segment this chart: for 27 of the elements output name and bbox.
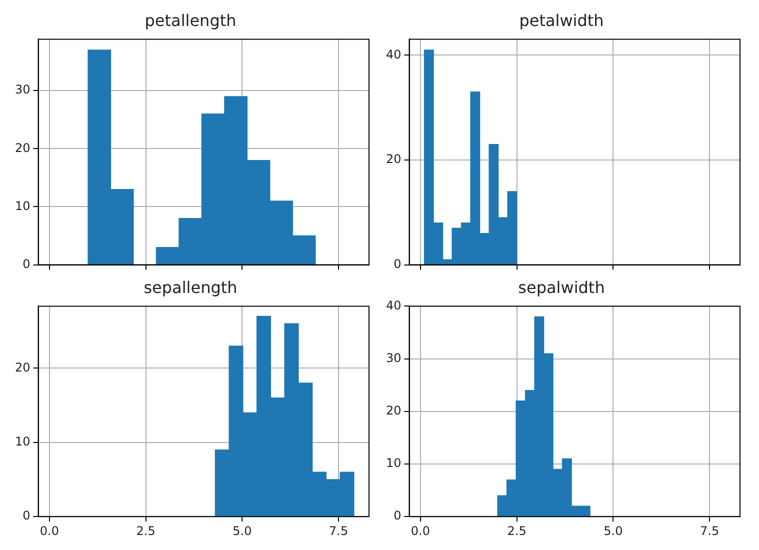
x-tick-label: 7.5 xyxy=(700,524,720,538)
y-tick-label: 30 xyxy=(386,350,402,365)
chart-title: sepalwidth xyxy=(518,278,605,297)
y-tick-label: 0 xyxy=(394,508,402,523)
y-tick-label: 0 xyxy=(22,256,30,271)
y-tick-label: 0 xyxy=(394,256,402,271)
chart-title: petalwidth xyxy=(519,10,604,30)
y-tick-label: 0 xyxy=(22,508,30,523)
y-tick-label: 20 xyxy=(386,152,402,166)
y-tick-label: 40 xyxy=(386,298,402,312)
y-tick-label: 10 xyxy=(386,456,402,470)
y-tick-label: 40 xyxy=(386,47,402,62)
x-tick-label: 5.0 xyxy=(604,524,623,538)
y-tick-label: 10 xyxy=(14,434,30,449)
chart-title: sepallength xyxy=(144,278,238,297)
x-tick-label: 2.5 xyxy=(507,524,526,538)
chart-title: petallength xyxy=(144,10,236,30)
y-tick-label: 20 xyxy=(14,140,30,155)
x-tick-label: 0.0 xyxy=(410,524,430,538)
y-tick-label: 30 xyxy=(14,82,30,97)
y-tick-label: 20 xyxy=(386,404,402,418)
x-tick-label: 7.5 xyxy=(329,524,348,538)
y-tick-label: 10 xyxy=(14,198,30,213)
x-tick-label: 5.0 xyxy=(232,524,252,538)
x-tick-label: 2.5 xyxy=(136,524,156,538)
y-tick-label: 20 xyxy=(14,360,30,374)
x-tick-label: 0.0 xyxy=(40,524,59,538)
